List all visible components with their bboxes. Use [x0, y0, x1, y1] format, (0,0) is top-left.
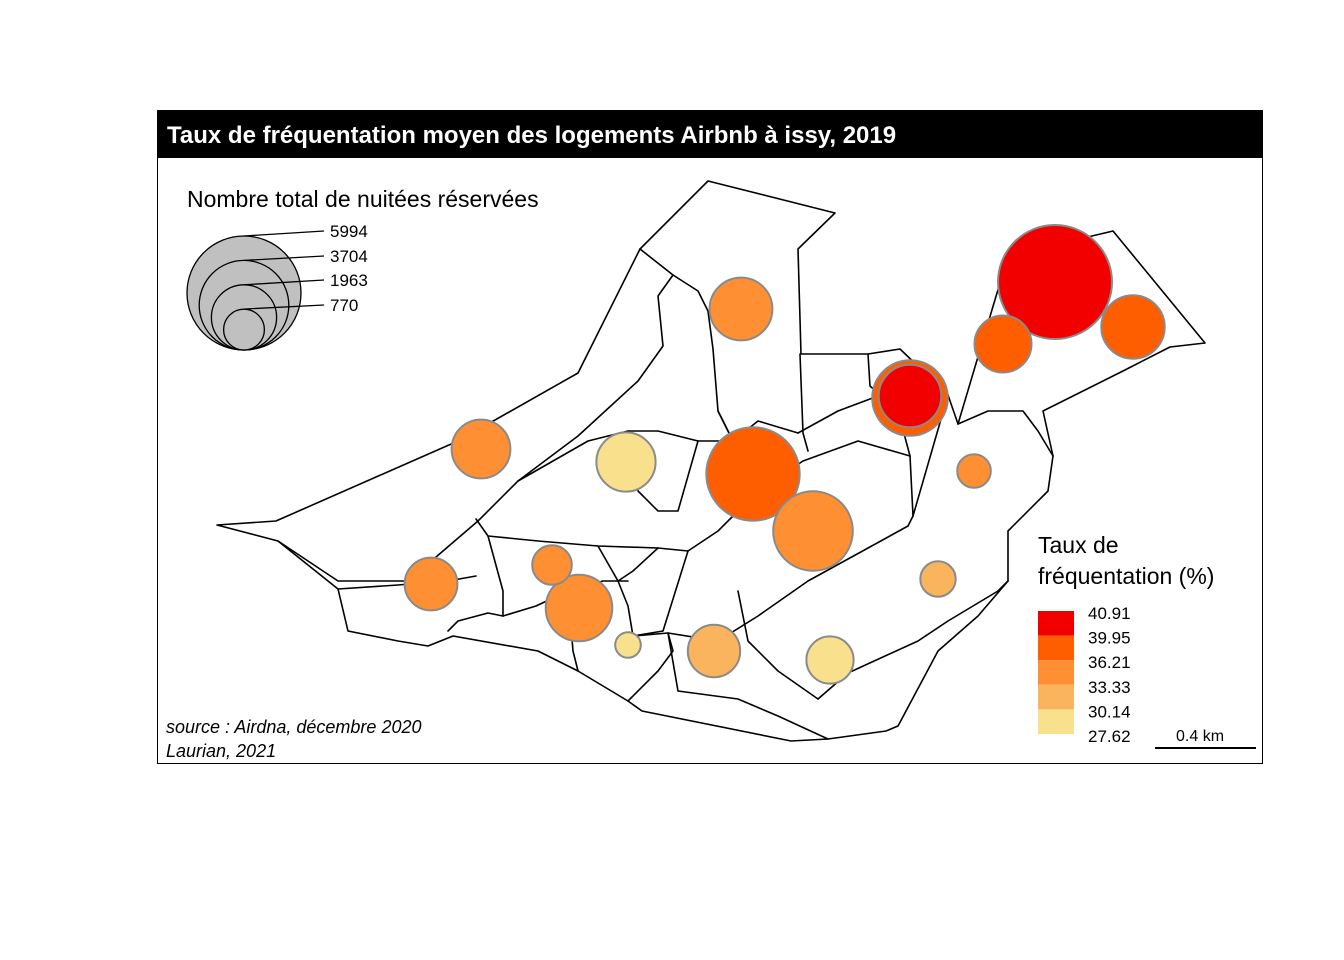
size-legend-leader: [243, 304, 325, 310]
symbol-circle: [805, 635, 855, 685]
color-legend-swatch: [1038, 635, 1074, 661]
symbol-circle: [708, 276, 774, 342]
size-legend-label: 3704: [330, 247, 368, 266]
symbol-circle: [919, 560, 957, 598]
size-legend: 5994 3704 1963 770: [186, 222, 368, 351]
map-title: Taux de fréquentation moyen des logement…: [167, 122, 897, 149]
symbol-circle: [705, 426, 801, 522]
color-legend-title-line2: fréquentation (%): [1038, 563, 1215, 589]
size-legend-leader: [243, 255, 325, 262]
color-legend-swatch: [1038, 684, 1074, 710]
color-legend-break-label: 40.91: [1088, 604, 1131, 623]
symbol-circle: [1100, 294, 1166, 360]
color-legend-break-label: 36.21: [1088, 653, 1131, 672]
symbol-circle: [544, 573, 614, 643]
symbol-circle: [450, 418, 512, 480]
symbol-circle: [686, 623, 742, 679]
title-bar: Taux de fréquentation moyen des logement…: [158, 111, 1262, 158]
size-legend-label: 1963: [330, 271, 368, 290]
symbol-circle: [772, 490, 854, 572]
color-legend-break-label: 33.33: [1088, 678, 1131, 697]
proportional-symbols: [403, 224, 1166, 685]
commune-outline: [216, 180, 1206, 742]
color-legend-swatch: [1038, 611, 1074, 636]
size-legend-label: 770: [330, 296, 358, 315]
size-legend-leader: [243, 230, 325, 237]
size-legend-circle: [222, 308, 266, 351]
symbol-circle: [595, 431, 657, 493]
size-legend-leader: [243, 279, 325, 286]
scale-bar-label: 0.4 km: [1176, 728, 1225, 745]
symbol-circle: [997, 224, 1113, 340]
map-canvas: 5994 3704 1963 770 40.91 39.95 36.21 33.33 30.1…: [186, 180, 1256, 749]
color-legend: 40.91 39.95 36.21 33.33 30.14 27.62: [1038, 604, 1131, 746]
color-legend-break-label: 39.95: [1088, 629, 1131, 648]
symbol-circle: [877, 363, 943, 429]
symbol-circle: [403, 556, 459, 612]
symbol-circle: [531, 544, 573, 586]
size-legend-title: Nombre total de nuitées réservées: [187, 186, 539, 212]
color-legend-break-label: 30.14: [1088, 702, 1131, 721]
color-legend-break-label: 27.62: [1088, 727, 1131, 746]
color-legend-swatch: [1038, 709, 1074, 734]
map-frame: 5994 3704 1963 770 40.91 39.95 36.21 33.33 30.1…: [157, 110, 1263, 764]
symbol-circle: [973, 314, 1033, 374]
symbol-circle: [956, 453, 992, 489]
color-legend-swatch: [1038, 660, 1074, 685]
color-legend-title-line1: Taux de: [1038, 532, 1119, 558]
symbol-circle: [614, 631, 642, 659]
size-legend-label: 5994: [330, 222, 368, 241]
author-note: Laurian, 2021: [166, 741, 277, 761]
source-note: source : Airdna, décembre 2020: [166, 717, 422, 737]
